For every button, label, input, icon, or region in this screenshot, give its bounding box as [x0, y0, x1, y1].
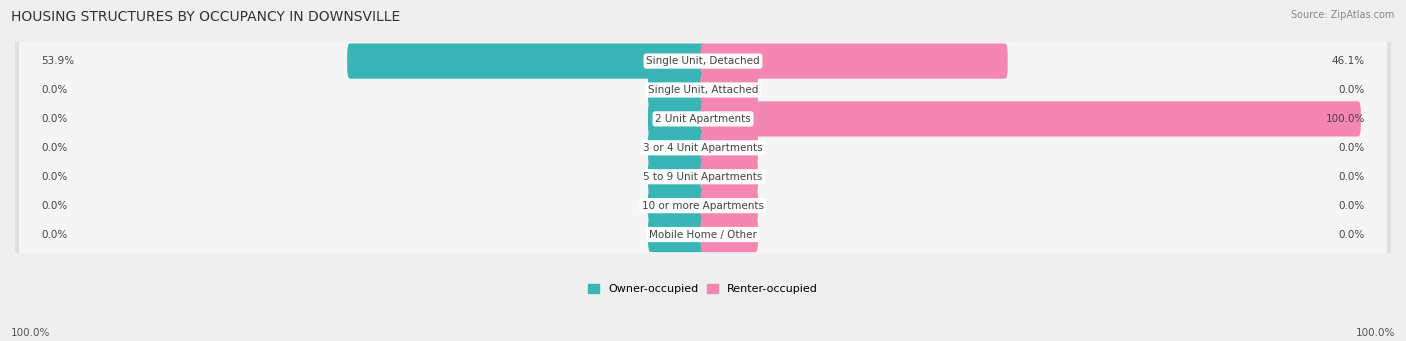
FancyBboxPatch shape: [18, 207, 1388, 262]
FancyBboxPatch shape: [700, 159, 758, 194]
Text: 3 or 4 Unit Apartments: 3 or 4 Unit Apartments: [643, 143, 763, 153]
Text: 46.1%: 46.1%: [1331, 56, 1365, 66]
FancyBboxPatch shape: [13, 27, 1393, 95]
FancyBboxPatch shape: [18, 178, 1388, 233]
Text: Mobile Home / Other: Mobile Home / Other: [650, 229, 756, 239]
FancyBboxPatch shape: [13, 85, 1393, 153]
FancyBboxPatch shape: [648, 159, 706, 194]
Text: 0.0%: 0.0%: [1339, 143, 1365, 153]
Text: 100.0%: 100.0%: [1326, 114, 1365, 124]
FancyBboxPatch shape: [648, 72, 706, 107]
Text: Source: ZipAtlas.com: Source: ZipAtlas.com: [1291, 10, 1395, 20]
FancyBboxPatch shape: [648, 130, 706, 165]
Text: 100.0%: 100.0%: [1355, 328, 1395, 338]
Legend: Owner-occupied, Renter-occupied: Owner-occupied, Renter-occupied: [588, 284, 818, 294]
FancyBboxPatch shape: [13, 114, 1393, 182]
Text: 0.0%: 0.0%: [1339, 85, 1365, 95]
FancyBboxPatch shape: [13, 56, 1393, 124]
FancyBboxPatch shape: [700, 188, 758, 223]
Text: Single Unit, Attached: Single Unit, Attached: [648, 85, 758, 95]
Text: 53.9%: 53.9%: [41, 56, 75, 66]
FancyBboxPatch shape: [13, 200, 1393, 269]
FancyBboxPatch shape: [347, 43, 706, 79]
FancyBboxPatch shape: [18, 120, 1388, 176]
Text: 0.0%: 0.0%: [1339, 229, 1365, 239]
Text: 0.0%: 0.0%: [1339, 201, 1365, 211]
FancyBboxPatch shape: [18, 91, 1388, 147]
FancyBboxPatch shape: [13, 171, 1393, 240]
FancyBboxPatch shape: [18, 149, 1388, 205]
FancyBboxPatch shape: [18, 33, 1388, 89]
Text: 0.0%: 0.0%: [41, 143, 67, 153]
Text: 0.0%: 0.0%: [41, 229, 67, 239]
FancyBboxPatch shape: [18, 62, 1388, 118]
FancyBboxPatch shape: [700, 43, 1008, 79]
Text: 2 Unit Apartments: 2 Unit Apartments: [655, 114, 751, 124]
FancyBboxPatch shape: [648, 217, 706, 252]
FancyBboxPatch shape: [700, 101, 1361, 136]
Text: 0.0%: 0.0%: [41, 172, 67, 182]
FancyBboxPatch shape: [648, 188, 706, 223]
FancyBboxPatch shape: [700, 130, 758, 165]
FancyBboxPatch shape: [700, 217, 758, 252]
Text: 5 to 9 Unit Apartments: 5 to 9 Unit Apartments: [644, 172, 762, 182]
Text: HOUSING STRUCTURES BY OCCUPANCY IN DOWNSVILLE: HOUSING STRUCTURES BY OCCUPANCY IN DOWNS…: [11, 10, 401, 24]
Text: Single Unit, Detached: Single Unit, Detached: [647, 56, 759, 66]
Text: 10 or more Apartments: 10 or more Apartments: [643, 201, 763, 211]
FancyBboxPatch shape: [648, 101, 706, 136]
FancyBboxPatch shape: [700, 72, 758, 107]
Text: 0.0%: 0.0%: [41, 201, 67, 211]
FancyBboxPatch shape: [13, 142, 1393, 211]
Text: 0.0%: 0.0%: [1339, 172, 1365, 182]
Text: 100.0%: 100.0%: [11, 328, 51, 338]
Text: 0.0%: 0.0%: [41, 114, 67, 124]
Text: 0.0%: 0.0%: [41, 85, 67, 95]
